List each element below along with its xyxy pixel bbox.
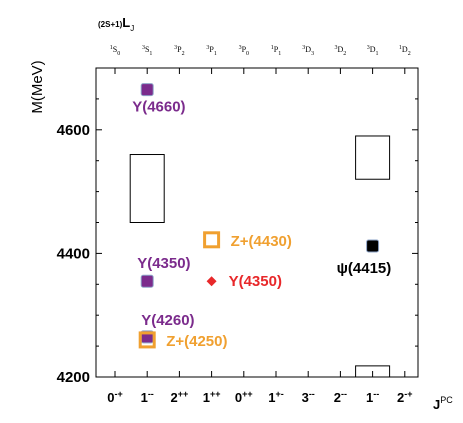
point-marker (366, 239, 380, 253)
top-tick-label: 3S1 (142, 45, 152, 57)
x-tick-label: 1-- (366, 389, 379, 405)
top-tick-label: 3D3 (302, 45, 314, 57)
y-tick-label: 4400 (57, 245, 90, 262)
data-points (138, 83, 380, 349)
point-label: Z+(4250) (166, 333, 227, 350)
point-label: Y(4350) (137, 255, 190, 272)
top-tick-label: 3P0 (239, 45, 249, 57)
top-tick-label: 1P1 (271, 45, 281, 57)
y-tick-label: 4200 (57, 369, 90, 386)
top-tick-label: 1D2 (399, 45, 411, 57)
point-marker (138, 331, 156, 349)
x-tick-label: 1+- (268, 389, 284, 405)
x-tick-label: 0-+ (107, 389, 123, 405)
top-tick-label: 3P2 (174, 45, 184, 57)
x-tick-label: 1-- (141, 389, 154, 405)
x-tick-label: 3-- (302, 389, 315, 405)
x-tick-label: 0++ (235, 389, 253, 405)
top-tick-label: 3D2 (335, 45, 347, 57)
x-axis-label: JPC (433, 395, 453, 412)
mass-range-box (355, 365, 391, 378)
point-marker (140, 83, 154, 97)
top-tick-label: 3D1 (367, 45, 379, 57)
top-axis-label: (2S+1)LJ (98, 15, 134, 33)
point-marker (203, 231, 221, 249)
x-tick-label: 2-+ (397, 389, 413, 405)
x-tick-label: 2-- (334, 389, 347, 405)
mass-range-boxes (129, 135, 391, 378)
point-label: ψ(4415) (337, 260, 392, 277)
point-labels: Y(4660) Y(4350) Y(4260) Z+(4250) Z+(4430) Y(4… (132, 99, 391, 350)
mass-range-box (129, 154, 165, 224)
ticks: 4200 4400 4600 0-+ 1-- 2++ 1++ 0++ 1+- 3-- 2-- 1-- 2… (57, 45, 418, 405)
point-marker (206, 276, 217, 287)
y-axis-label: M(MeV) (29, 60, 46, 113)
mass-range-box (355, 135, 391, 180)
point-label: Y(4260) (141, 312, 194, 329)
top-tick-label: 3P1 (206, 45, 216, 57)
point-label: Y(4350) (229, 273, 282, 290)
point-label: Z+(4430) (231, 233, 292, 250)
x-tick-label: 2++ (171, 389, 189, 405)
point-label: Y(4660) (132, 99, 185, 116)
y-tick-label: 4600 (57, 122, 90, 139)
point-marker (140, 274, 154, 288)
top-tick-label: 1S0 (110, 45, 120, 57)
x-tick-label: 1++ (203, 389, 221, 405)
